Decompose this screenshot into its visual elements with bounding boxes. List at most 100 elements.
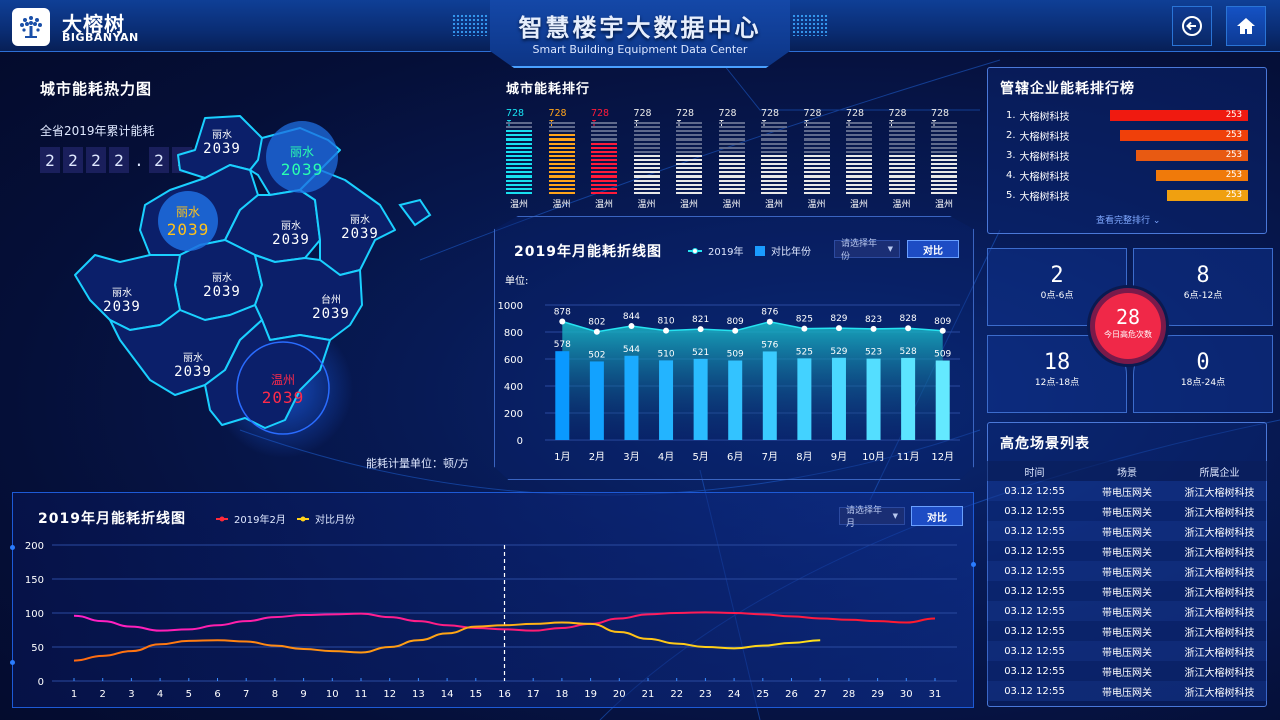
home-button[interactable] [1226, 6, 1266, 46]
year-select[interactable]: 请选择年份 ▼ [834, 239, 900, 262]
alert-quadrant[interactable]: 2 0点-6点 [987, 248, 1127, 326]
dropdown-arrow-icon: ▼ [887, 245, 893, 253]
back-button[interactable] [1172, 6, 1212, 46]
city-rank-bar[interactable]: 728 I 温州 [888, 108, 915, 210]
compare-month-button[interactable]: 对比 [911, 506, 963, 526]
city-rank-value: 728 I [548, 108, 567, 130]
cell-scene: 带电压网关 [1102, 667, 1152, 679]
map-region-label[interactable]: 丽水 2039 [187, 269, 257, 300]
region-value: 2039 [103, 299, 141, 315]
daily-chart-title: 2019年月能耗折线图 [38, 511, 186, 527]
decor-dots-right [792, 14, 828, 36]
legend-compare-year[interactable]: 对比年份 [755, 243, 811, 258]
table-row[interactable]: 03.12 12:55 带电压网关 浙江大榕树科技 [987, 501, 1267, 521]
energy-value: 253 [1225, 130, 1242, 140]
table-row[interactable]: 03.12 12:55 带电压网关 浙江大榕树科技 [987, 661, 1267, 681]
energy-value: 253 [1225, 110, 1242, 120]
month-select[interactable]: 请选择年月 ▼ [839, 506, 905, 529]
cell-scene: 带电压网关 [1102, 487, 1152, 499]
cell-scene: 带电压网关 [1102, 587, 1152, 599]
city-rank-name: 温州 [807, 200, 826, 210]
enterprise-rank-row[interactable]: 2. 大榕树科技 253 [1006, 128, 1250, 143]
year-select-placeholder: 请选择年份 [841, 239, 878, 262]
city-rank-bar[interactable]: 728 I 温州 [676, 108, 702, 210]
alert-count: 28 [1115, 305, 1141, 329]
energy-bar: 253 [1136, 149, 1248, 161]
table-row[interactable]: 03.12 12:55 带电压网关 浙江大榕树科技 [987, 681, 1267, 701]
enterprise-rank-row[interactable]: 3. 大榕树科技 253 [1006, 148, 1250, 163]
column-header: 时间 [1024, 467, 1045, 479]
cell-scene: 带电压网关 [1102, 567, 1152, 579]
cell-enterprise: 浙江大榕树科技 [1184, 587, 1255, 599]
cell-time: 03.12 12:55 [1004, 565, 1065, 577]
city-rank-name: 温州 [594, 200, 613, 210]
alert-quadrant[interactable]: 0 18点-24点 [1133, 335, 1273, 413]
map-region-label[interactable]: 丽水 2039 [256, 217, 326, 248]
enterprise-name: 大榕树科技 [1019, 131, 1070, 143]
city-rank-bar[interactable]: 728 I 温州 [633, 108, 660, 210]
cell-time: 03.12 12:55 [1004, 505, 1065, 517]
city-ranking-title: 城市能耗排行 [506, 82, 591, 97]
table-row[interactable]: 03.12 12:55 带电压网关 浙江大榕树科技 [987, 641, 1267, 661]
map-region-label[interactable]: 丽水 2039 [158, 349, 228, 380]
region-value: 2039 [203, 284, 241, 300]
counter-digit: 2 [86, 147, 106, 173]
cell-scene: 带电压网关 [1102, 627, 1152, 639]
view-full-ranking-link[interactable]: 查看完整排行 ⌄ [1096, 213, 1160, 226]
city-rank-name: 温州 [637, 200, 656, 210]
title-banner: 智慧楼宇大数据中心 Smart Building Equipment Data … [490, 0, 790, 68]
month-select-placeholder: 请选择年月 [846, 506, 883, 529]
alert-count-label: 今日高危次数 [1104, 330, 1152, 339]
legend-label: 对比月份 [315, 515, 355, 526]
enterprise-rank-row[interactable]: 1. 大榕树科技 253 [1006, 108, 1250, 123]
map-region-label[interactable]: 温州 2039 [248, 371, 318, 407]
table-row[interactable]: 03.12 12:55 带电压网关 浙江大榕树科技 [987, 601, 1267, 621]
energy-value: 253 [1225, 150, 1242, 160]
enterprise-name: 大榕树科技 [1019, 111, 1070, 123]
city-rank-bar[interactable]: 728 I 温州 [846, 108, 872, 210]
map-region-label[interactable]: 丽水 2039 [87, 284, 157, 315]
city-rank-bar[interactable]: 728 I 温州 [761, 108, 787, 210]
map-region-label[interactable]: 台州 2039 [296, 291, 366, 322]
city-rank-bar[interactable]: 728 I 温州 [548, 108, 575, 210]
legend-2019[interactable]: 2019年 [688, 243, 743, 258]
table-row[interactable]: 03.12 12:55 带电压网关 浙江大榕树科技 [987, 481, 1267, 501]
city-rank-bar[interactable]: 728 I 温州 [931, 108, 957, 210]
legend-compare-month[interactable]: 对比月份 [297, 511, 355, 526]
rank-number: 2. [1006, 129, 1016, 141]
city-rank-stack [718, 122, 745, 194]
table-row[interactable]: 03.12 12:55 带电压网关 浙江大榕树科技 [987, 521, 1267, 541]
table-row[interactable]: 03.12 12:55 带电压网关 浙江大榕树科技 [987, 581, 1267, 601]
city-rank-bar[interactable]: 728 I 温州 [591, 108, 617, 210]
city-rank-bar[interactable]: 728 I 温州 [506, 108, 532, 210]
table-row[interactable]: 03.12 12:55 带电压网关 浙江大榕树科技 [987, 541, 1267, 561]
cell-time: 03.12 12:55 [1004, 665, 1065, 677]
map-region-label[interactable]: 丽水 2039 [267, 143, 337, 179]
table-row[interactable]: 03.12 12:55 带电压网关 浙江大榕树科技 [987, 561, 1267, 581]
column-header: 所属企业 [1199, 467, 1240, 479]
scene-table-title: 高危场景列表 [1000, 436, 1090, 452]
cell-scene: 带电压网关 [1102, 527, 1152, 539]
enterprise-rank-row[interactable]: 4. 大榕树科技 253 [1006, 168, 1250, 183]
daily-chart-panel [12, 492, 974, 708]
map-region-label[interactable]: 丽水 2039 [153, 203, 223, 239]
cell-enterprise: 浙江大榕树科技 [1184, 487, 1255, 499]
city-rank-name: 温州 [764, 200, 783, 210]
enterprise-rank-row[interactable]: 5. 大榕树科技 253 [1006, 188, 1250, 203]
tree-logo-icon [20, 16, 42, 38]
region-name: 丽水 [212, 273, 232, 284]
cell-enterprise: 浙江大榕树科技 [1184, 687, 1255, 699]
compare-year-button[interactable]: 对比 [907, 240, 959, 258]
map-region-label[interactable]: 丽水 2039 [187, 126, 257, 157]
alert-quadrant[interactable]: 8 6点-12点 [1133, 248, 1273, 326]
city-rank-bar[interactable]: 728 I 温州 [718, 108, 745, 210]
city-rank-bar[interactable]: 728 I 温州 [803, 108, 830, 210]
legend-2019-feb[interactable]: 2019年2月 [216, 511, 286, 526]
region-value: 2039 [203, 141, 241, 157]
map-region-label[interactable]: 丽水 2039 [325, 211, 395, 242]
quadrant-time-range: 18点-24点 [1180, 378, 1226, 388]
table-row[interactable]: 03.12 12:55 带电压网关 浙江大榕树科技 [987, 621, 1267, 641]
cell-time: 03.12 12:55 [1004, 585, 1065, 597]
unit-label: 单位: [505, 276, 529, 287]
rank-number: 1. [1006, 109, 1016, 121]
